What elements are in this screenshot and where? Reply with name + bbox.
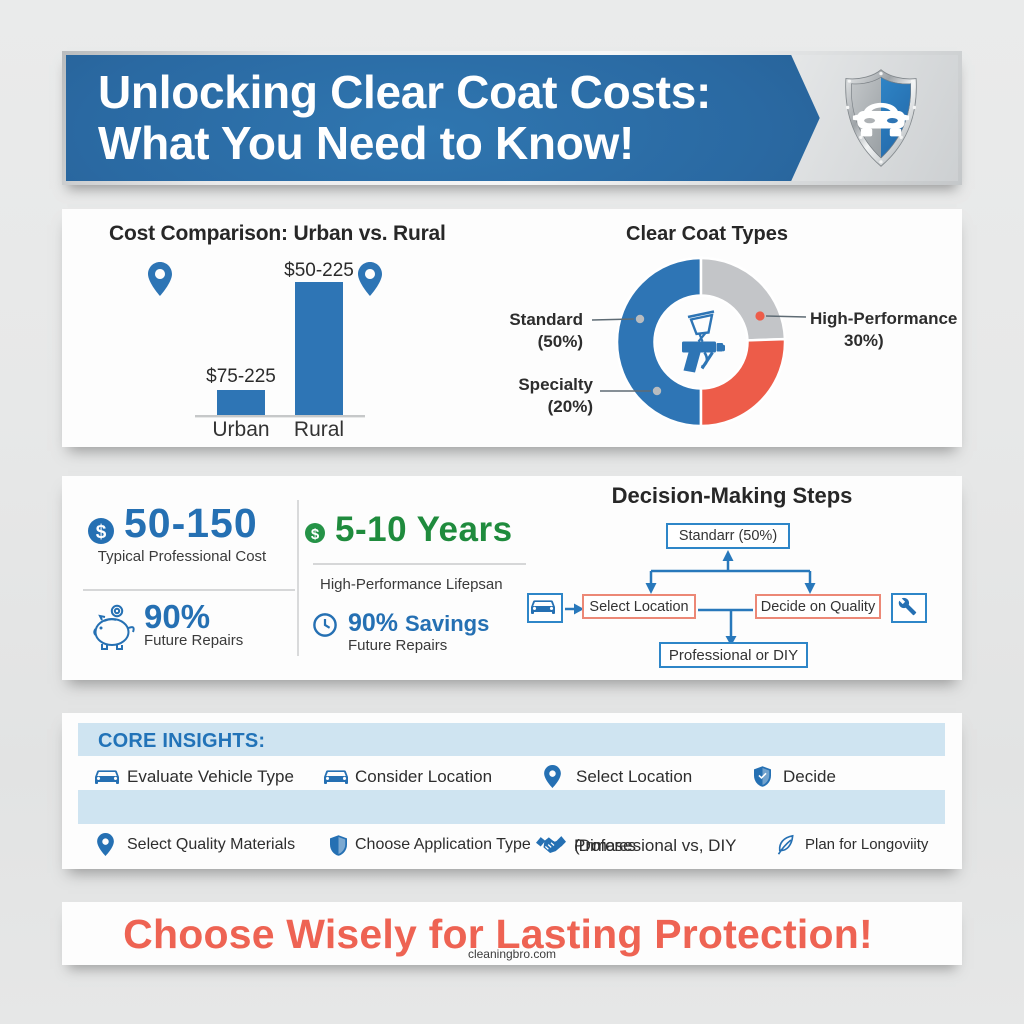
svg-text:$: $ (311, 526, 320, 543)
svg-text:$: $ (96, 522, 107, 543)
